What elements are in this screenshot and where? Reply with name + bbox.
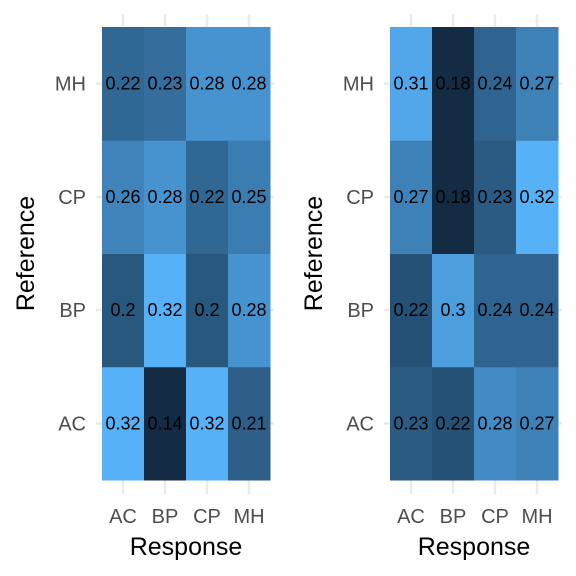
cell-value-label: 0.22 bbox=[105, 74, 140, 94]
y-axis-title: Reference bbox=[12, 196, 40, 311]
x-axis-title: Response bbox=[130, 533, 243, 561]
cell-value-label: 0.2 bbox=[110, 300, 135, 320]
cell-value-label: 0.24 bbox=[477, 74, 512, 94]
x-tick-label: BP bbox=[152, 506, 179, 528]
cell-value-label: 0.21 bbox=[231, 413, 266, 433]
heatmap-panel-2: 0.23 0.22 0.28 0.27 0.22 0.3 0.24 0.24 0.27 0.18 0… bbox=[300, 14, 562, 561]
x-tick-label: AC bbox=[397, 506, 425, 528]
cell-value-label: 0.24 bbox=[477, 300, 512, 320]
cell-value-label: 0.23 bbox=[147, 74, 182, 94]
cell-value-label: 0.27 bbox=[519, 74, 554, 94]
cell-value-label: 0.28 bbox=[477, 413, 512, 433]
cell-value-label: 0.25 bbox=[231, 187, 266, 207]
x-axis-title: Response bbox=[418, 533, 531, 561]
y-tick-label: BP bbox=[59, 300, 86, 322]
x-tick-label: MH bbox=[521, 506, 552, 528]
cell-value-label: 0.23 bbox=[393, 413, 428, 433]
cell-value-label: 0.22 bbox=[393, 300, 428, 320]
x-tick-label: CP bbox=[481, 506, 509, 528]
cell-value-label: 0.26 bbox=[105, 187, 140, 207]
cell-value-label: 0.27 bbox=[519, 413, 554, 433]
cell-value-label: 0.27 bbox=[393, 187, 428, 207]
x-tick-label: AC bbox=[109, 506, 137, 528]
cell-value-label: 0.28 bbox=[231, 74, 266, 94]
cell-value-label: 0.32 bbox=[519, 187, 554, 207]
x-tick-label: MH bbox=[233, 506, 264, 528]
y-tick-label: CP bbox=[346, 187, 374, 209]
cell-value-label: 0.31 bbox=[393, 74, 428, 94]
y-tick-label: AC bbox=[58, 413, 86, 435]
cell-value-label: 0.14 bbox=[147, 413, 182, 433]
cell-value-label: 0.18 bbox=[435, 74, 470, 94]
y-tick-label: AC bbox=[346, 413, 374, 435]
cell-value-label: 0.18 bbox=[435, 187, 470, 207]
cell-value-label: 0.22 bbox=[435, 413, 470, 433]
heatmap-panel-1: 0.32 0.14 0.32 0.21 0.2 0.32 0.2 0.28 0.26 0.28 0.… bbox=[12, 14, 274, 561]
y-axis-title: Reference bbox=[300, 196, 328, 311]
cell-value-label: 0.22 bbox=[189, 187, 224, 207]
cell-value-label: 0.32 bbox=[105, 413, 140, 433]
y-tick-label: MH bbox=[55, 74, 86, 96]
x-tick-label: BP bbox=[440, 506, 467, 528]
cell-value-label: 0.32 bbox=[189, 413, 224, 433]
y-tick-label: BP bbox=[347, 300, 374, 322]
cell-value-label: 0.28 bbox=[147, 187, 182, 207]
x-tick-label: CP bbox=[193, 506, 221, 528]
y-tick-label: MH bbox=[343, 74, 374, 96]
y-tick-label: CP bbox=[58, 187, 86, 209]
cell-value-label: 0.28 bbox=[189, 74, 224, 94]
cell-value-label: 0.23 bbox=[477, 187, 512, 207]
cell-value-label: 0.24 bbox=[519, 300, 554, 320]
cell-value-label: 0.28 bbox=[231, 300, 266, 320]
cell-value-label: 0.32 bbox=[147, 300, 182, 320]
cell-value-label: 0.3 bbox=[440, 300, 465, 320]
cell-value-label: 0.2 bbox=[194, 300, 219, 320]
